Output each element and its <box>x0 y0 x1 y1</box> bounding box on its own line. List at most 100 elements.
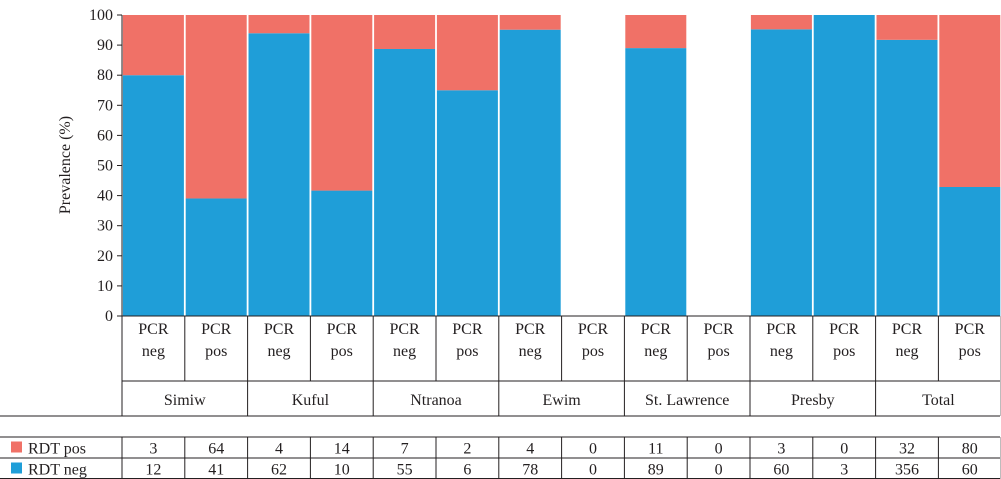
group-label: St. Lawrence <box>645 392 729 409</box>
y-tick-label: 0 <box>105 308 113 325</box>
bar-rdt-pos <box>311 15 373 191</box>
subgroup-label-line2: neg <box>519 343 542 360</box>
subgroup-label-line1: PCR <box>829 321 860 338</box>
bar-rdt-pos <box>939 15 1001 187</box>
table-cell: 78 <box>522 462 538 479</box>
subgroup-label-line2: pos <box>456 343 478 360</box>
subgroup-label-line1: PCR <box>578 321 609 338</box>
bar-rdt-neg <box>436 90 498 316</box>
subgroup-label-line1: PCR <box>201 321 232 338</box>
bar-rdt-pos <box>374 15 436 49</box>
table-cell: 14 <box>334 441 350 458</box>
bar-rdt-pos <box>122 15 184 76</box>
subgroup-label-line2: pos <box>582 343 604 360</box>
y-tick-label: 100 <box>89 7 113 24</box>
bar-rdt-pos <box>625 15 687 49</box>
y-axis-label: Prevalence (%) <box>57 116 74 214</box>
legend-swatch <box>11 441 22 453</box>
y-tick-label: 40 <box>97 188 113 205</box>
bar-rdt-neg <box>122 75 184 316</box>
subgroup-label-line2: pos <box>833 343 855 360</box>
table-cell: 356 <box>895 462 919 479</box>
subgroup-label-line2: pos <box>959 343 981 360</box>
bar-rdt-pos <box>185 15 247 199</box>
subgroup-label-line2: neg <box>393 343 416 360</box>
subgroup-label-line1: PCR <box>452 321 483 338</box>
table-cell: 11 <box>648 441 663 458</box>
bar-rdt-pos <box>876 15 938 40</box>
bar-rdt-neg <box>185 198 247 316</box>
group-label: Total <box>922 392 955 409</box>
subgroup-label-line1: PCR <box>703 321 734 338</box>
subgroup-label-line2: pos <box>331 343 353 360</box>
table-cell: 62 <box>271 462 287 479</box>
group-label: Simiw <box>164 392 206 409</box>
table-cell: 60 <box>962 462 978 479</box>
subgroup-label-line2: pos <box>707 343 729 360</box>
subgroup-label-line2: neg <box>895 343 918 360</box>
table-cell: 7 <box>401 441 409 458</box>
group-label: Ntranoa <box>410 392 462 409</box>
bar-rdt-pos <box>248 15 310 34</box>
bar-rdt-neg <box>750 29 812 316</box>
subgroup-label-line1: PCR <box>138 321 169 338</box>
table-cell: 3 <box>777 441 785 458</box>
y-tick-label: 80 <box>97 67 113 84</box>
table-cell: 0 <box>715 441 723 458</box>
subgroup-label-line2: neg <box>142 343 165 360</box>
bar-rdt-pos <box>436 15 498 91</box>
table-cell: 0 <box>589 462 597 479</box>
table-cell: 0 <box>840 441 848 458</box>
bar-rdt-neg <box>813 15 875 316</box>
subgroup-label-line1: PCR <box>892 321 923 338</box>
table-cell: 4 <box>526 441 534 458</box>
data-table: RDT pos 3 64 4 14 7 2 4 0 11 0 3 0 32 80 RDT neg 12 41 62 1… <box>11 441 978 479</box>
bar-rdt-neg <box>876 39 938 317</box>
subgroup-label-line1: PCR <box>515 321 546 338</box>
bar-rdt-pos <box>750 15 812 30</box>
y-tick-label: 20 <box>97 248 113 265</box>
bar-rdt-neg <box>374 48 436 316</box>
table-cell: 64 <box>208 441 224 458</box>
bar-rdt-neg <box>499 29 561 317</box>
subgroup-label-line2: neg <box>644 343 667 360</box>
bar-rdt-neg <box>939 187 1001 316</box>
table-cell: 89 <box>648 462 664 479</box>
bars <box>122 15 1001 317</box>
subgroup-label-line1: PCR <box>766 321 797 338</box>
legend-label: RDT pos <box>28 441 86 458</box>
subgroup-label-line1: PCR <box>955 321 986 338</box>
y-tick-label: 30 <box>97 218 113 235</box>
bar-rdt-neg <box>311 190 373 316</box>
bar-rdt-neg <box>625 48 687 317</box>
legend-label: RDT neg <box>28 462 87 479</box>
y-axis: 0 10 20 30 40 50 60 70 80 90 100 <box>89 7 123 325</box>
table-cell: 4 <box>275 441 283 458</box>
table-cell: 0 <box>715 462 723 479</box>
bar-rdt-neg <box>248 33 310 316</box>
group-label: Ewim <box>542 392 581 409</box>
legend-swatch <box>11 462 22 474</box>
y-tick-label: 90 <box>97 37 113 54</box>
subgroup-label-line2: pos <box>205 343 227 360</box>
subgroup-label-line1: PCR <box>389 321 420 338</box>
table-cell: 41 <box>208 462 224 479</box>
group-label: Presby <box>791 392 835 409</box>
subgroup-label-line1: PCR <box>264 321 295 338</box>
subgroup-label-line2: neg <box>267 343 290 360</box>
table-cell: 60 <box>773 462 789 479</box>
table-cell: 3 <box>840 462 848 479</box>
y-tick-label: 60 <box>97 127 113 144</box>
group-label: Kuful <box>292 392 330 409</box>
subgroup-label-line1: PCR <box>641 321 672 338</box>
table-cell: 32 <box>899 441 915 458</box>
y-tick-label: 10 <box>97 278 113 295</box>
table-cell: 55 <box>397 462 413 479</box>
y-tick-label: 70 <box>97 97 113 114</box>
table-cell: 0 <box>589 441 597 458</box>
table-cell: 80 <box>962 441 978 458</box>
table-cell: 2 <box>463 441 471 458</box>
subgroup-label-line2: neg <box>770 343 793 360</box>
table-cell: 6 <box>463 462 471 479</box>
